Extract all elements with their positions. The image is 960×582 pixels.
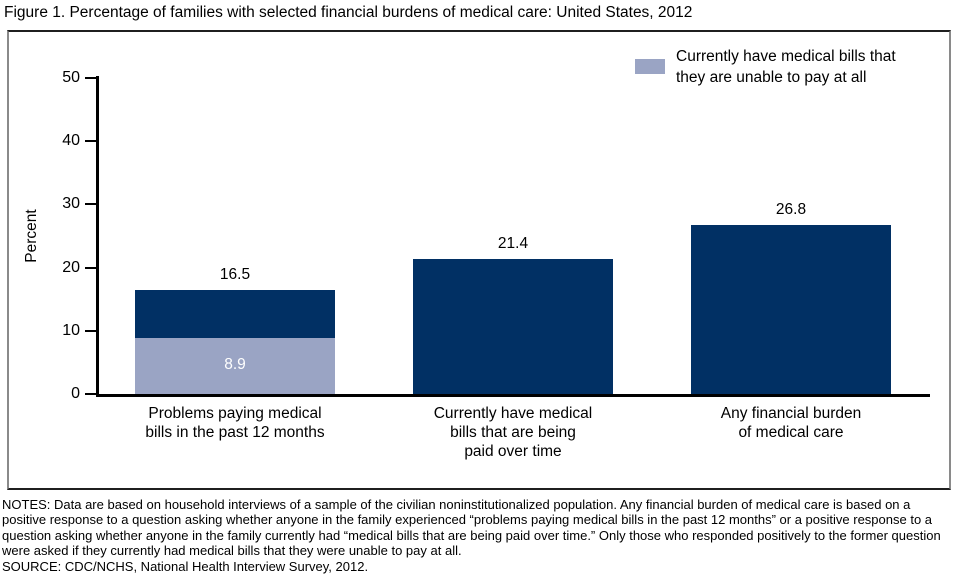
category-label: Problems paying medical bills in the pas… — [145, 405, 325, 441]
y-tick — [85, 393, 96, 395]
y-axis-line — [96, 76, 99, 397]
source-text: SOURCE: CDC/NCHS, National Health Interv… — [2, 558, 369, 574]
bar-inner-value-label: 8.9 — [224, 355, 246, 373]
x-axis-line — [96, 394, 930, 397]
category-label: Any financial burden of medical care — [720, 405, 862, 441]
legend-swatch — [635, 59, 665, 74]
chart-frame: Currently have medical bills that they a… — [7, 30, 951, 490]
y-tick-label: 20 — [62, 258, 80, 276]
category-labels-row: Problems paying medical bills in the pas… — [96, 404, 930, 461]
y-tick — [85, 203, 96, 206]
y-tick — [85, 77, 96, 79]
footnotes: NOTES: Data are based on household inter… — [2, 497, 958, 574]
y-tick-label: 50 — [62, 69, 80, 86]
y-tick-label: 40 — [62, 132, 80, 150]
bar-value-label: 21.4 — [497, 234, 529, 252]
legend: Currently have medical bills that they a… — [635, 46, 896, 88]
y-tick — [85, 266, 96, 269]
y-tick-label: 30 — [62, 195, 80, 213]
legend-label: Currently have medical bills that they a… — [676, 48, 896, 86]
plot-area: Percent 0 10 20 30 40 50 16.5 8.9 21.4 26.8 — [23, 69, 930, 402]
notes-text: NOTES: Data are based on household inter… — [2, 497, 941, 559]
y-tick-label: 10 — [62, 321, 80, 339]
bar — [691, 224, 891, 394]
bar-inner-segment — [135, 337, 335, 394]
y-tick-label: 0 — [71, 385, 80, 402]
bar-value-label: 16.5 — [219, 265, 251, 283]
category-label: Currently have medical bills that are be… — [433, 405, 593, 460]
bar — [413, 258, 613, 394]
figure-title: Figure 1. Percentage of families with se… — [4, 4, 693, 21]
y-tick — [85, 140, 96, 143]
y-tick — [85, 329, 96, 332]
bar-value-label: 26.8 — [775, 200, 807, 218]
